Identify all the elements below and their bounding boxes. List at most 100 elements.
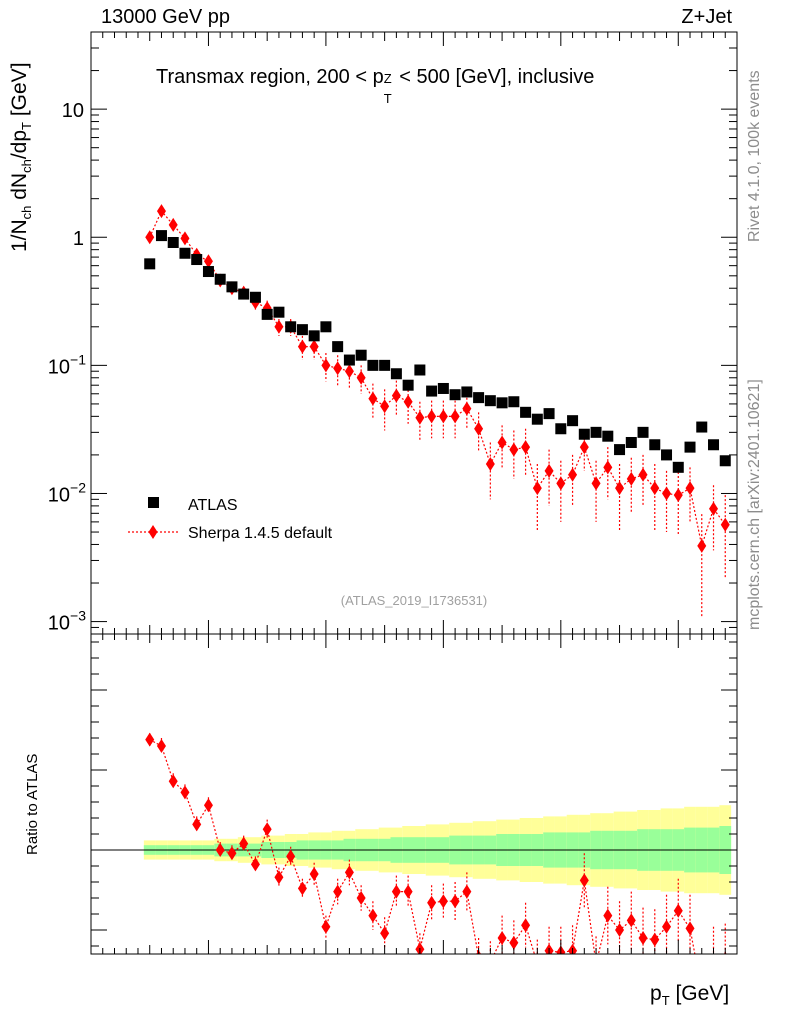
atlas-point — [414, 364, 426, 376]
sherpa-point — [685, 481, 695, 496]
atlas-point — [637, 426, 649, 438]
ratio-point — [579, 873, 589, 888]
rivet-version-label: Rivet 4.1.0, 100k events — [746, 70, 763, 242]
sherpa-point — [462, 401, 472, 416]
sherpa-point — [544, 463, 554, 478]
atlas-point — [531, 413, 543, 425]
ratio-point — [650, 932, 660, 947]
sherpa-point — [415, 410, 425, 425]
ratio-point — [168, 774, 178, 789]
ratio-point — [286, 849, 296, 864]
ratio-point — [713, 953, 714, 954]
atlas-point — [332, 341, 344, 353]
plot-title-part-2: < 500 [GeV], inclusive — [393, 66, 595, 88]
ratio-point — [368, 908, 378, 923]
atlas-point — [191, 254, 203, 266]
plot-title-sup: Z — [383, 71, 392, 86]
atlas-point — [296, 324, 308, 336]
atlas-point — [226, 281, 238, 293]
sherpa-point — [509, 442, 519, 457]
ratio-point — [615, 923, 625, 937]
legend: ATLAS Sherpa 1.4.5 default — [128, 497, 333, 542]
atlas-point — [484, 395, 496, 407]
atlas-point — [684, 441, 696, 453]
sherpa-point — [673, 488, 683, 503]
sherpa-point — [474, 421, 484, 436]
sherpa-point — [380, 399, 390, 414]
ratio-point — [309, 867, 319, 881]
atlas-point — [285, 321, 297, 333]
ratio-point — [239, 836, 249, 851]
ratio-plot-frame — [90, 633, 738, 955]
plot-frames — [90, 31, 738, 955]
sherpa-point — [180, 231, 190, 246]
ratio-point — [391, 884, 401, 899]
atlas-point — [390, 368, 402, 380]
ratio-point — [626, 913, 636, 928]
atlas-point — [602, 430, 614, 442]
y-tick-label-main: 1 — [73, 228, 84, 250]
ratio-point — [250, 857, 260, 872]
sherpa-point — [297, 339, 307, 354]
ratio-point — [638, 931, 648, 945]
ratio-point — [497, 931, 507, 945]
plot-title-part-1: Transmax region, 200 < p — [156, 66, 384, 88]
atlas-point — [320, 321, 332, 333]
main-plot-frame — [90, 31, 738, 635]
sherpa-point — [368, 391, 378, 406]
ratio-point — [203, 798, 213, 813]
sherpa-point — [427, 409, 437, 424]
ratio-point — [486, 955, 495, 969]
ratio-point — [403, 884, 413, 899]
ratio-point — [180, 785, 190, 800]
mcplots-label: mcplots.cern.ch [arXiv:2401.10621] — [746, 379, 763, 630]
sherpa-point — [203, 254, 213, 269]
ratio-point — [427, 895, 437, 910]
atlas-point — [520, 406, 532, 418]
atlas-point — [355, 349, 367, 361]
x-axis-label: pT [GeV] — [650, 982, 730, 1009]
sherpa-point — [344, 364, 354, 379]
ratio-point — [380, 926, 390, 941]
sherpa-point — [556, 476, 566, 491]
atlas-point — [649, 439, 661, 451]
sherpa-point — [532, 481, 542, 496]
ratio-point — [227, 846, 237, 861]
atlas-point — [590, 426, 602, 438]
ratio-point — [215, 843, 225, 857]
atlas-point — [496, 397, 508, 409]
ratio-point — [685, 921, 695, 936]
sherpa-point — [591, 476, 601, 491]
legend-atlas-label: ATLAS — [188, 497, 238, 514]
atlas-point — [379, 359, 391, 371]
atlas-point — [543, 408, 555, 420]
ratio-point — [344, 865, 354, 880]
main-plot-series — [144, 204, 731, 617]
y-tick-label-main: 10−2 — [48, 479, 86, 506]
sherpa-point — [321, 358, 331, 373]
atlas-point — [555, 423, 567, 435]
y-axis-label-main: 1/Nch dNch/dpT [GeV] — [8, 62, 35, 252]
atlas-point — [508, 396, 520, 408]
header-process: Z+Jet — [681, 6, 732, 28]
atlas-point — [308, 330, 320, 342]
sherpa-point — [579, 440, 589, 455]
sherpa-point — [497, 435, 507, 450]
sherpa-point — [603, 460, 613, 475]
ratio-point — [438, 894, 448, 909]
sherpa-point — [356, 370, 366, 385]
ratio-point — [462, 884, 472, 899]
ratio-point — [450, 894, 460, 909]
sherpa-point — [438, 409, 448, 424]
atlas-point — [708, 439, 720, 451]
plot-title-sub: T — [383, 91, 392, 106]
atlas-point — [167, 236, 179, 248]
sherpa-point — [568, 467, 578, 482]
ratio-plot-series — [145, 732, 727, 969]
atlas-point — [719, 455, 731, 467]
atlas-point — [144, 258, 156, 270]
atlas-point — [567, 415, 579, 427]
sherpa-point — [450, 409, 460, 424]
